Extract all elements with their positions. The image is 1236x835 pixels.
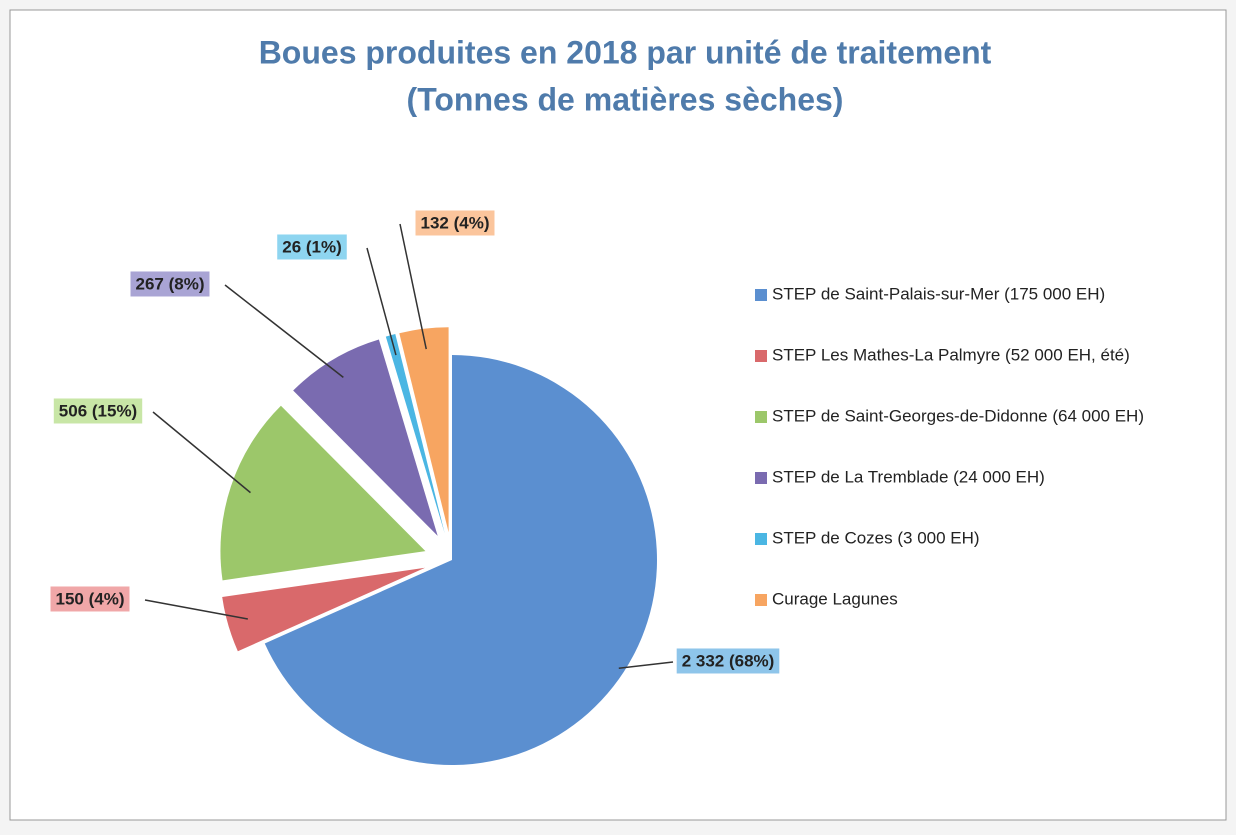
leader-line (399, 223, 427, 350)
data-label-box (50, 586, 130, 612)
data-label-box (277, 234, 347, 260)
data-label-box (130, 271, 210, 297)
data-label: 26 (1%) (282, 237, 342, 256)
pie-slice (399, 327, 449, 533)
data-label-box (53, 398, 143, 424)
leader-line (224, 284, 344, 378)
data-label: 150 (4%) (56, 589, 125, 608)
legend-swatch (755, 472, 767, 484)
legend-label: Curage Lagunes (772, 589, 898, 608)
pie-slice (293, 339, 438, 536)
data-label: 506 (15%) (59, 401, 137, 420)
chart-frame (9, 9, 1227, 821)
legend-label: STEP Les Mathes-La Palmyre (52 000 EH, é… (772, 345, 1130, 364)
legend-label: STEP de La Tremblade (24 000 EH) (772, 467, 1045, 486)
pie-slice (220, 405, 426, 581)
pie-slice (385, 334, 445, 533)
chart-title: Boues produites en 2018 par unité de tra… (259, 34, 992, 70)
data-label: 267 (8%) (136, 274, 205, 293)
legend-swatch (755, 289, 767, 301)
leader-line (152, 411, 251, 494)
data-label: 2 332 (68%) (682, 651, 775, 670)
chart-subtitle: (Tonnes de matières sèches) (407, 81, 844, 117)
pie-slice (264, 355, 658, 765)
leader-line (618, 661, 674, 670)
pie-slice (222, 567, 426, 652)
legend-swatch (755, 350, 767, 362)
legend-swatch (755, 533, 767, 545)
legend-swatch (755, 594, 767, 606)
leader-line (366, 247, 397, 356)
data-label-box (415, 210, 495, 236)
legend-label: STEP de Cozes (3 000 EH) (772, 528, 980, 547)
data-label-box (676, 648, 780, 674)
legend-label: STEP de Saint-Palais-sur-Mer (175 000 EH… (772, 284, 1105, 303)
legend-label: STEP de Saint-Georges-de-Didonne (64 000… (772, 406, 1144, 425)
data-label: 132 (4%) (421, 213, 490, 232)
legend-swatch (755, 411, 767, 423)
leader-line (144, 599, 248, 620)
